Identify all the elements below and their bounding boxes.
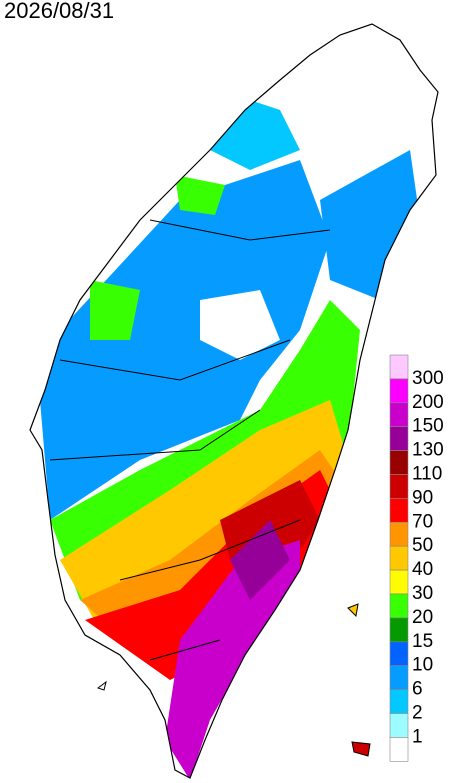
legend-label: 110 xyxy=(412,464,442,485)
legend-swatch xyxy=(389,474,409,499)
legend-label: 200 xyxy=(412,392,444,413)
legend-swatch xyxy=(389,689,409,714)
legend-swatch xyxy=(389,737,409,762)
legend-label: 2 xyxy=(412,703,423,724)
legend-label: 150 xyxy=(412,416,444,437)
legend-swatch xyxy=(389,450,409,475)
legend-label: 130 xyxy=(412,440,444,461)
legend-label: 70 xyxy=(412,511,433,532)
county-borders xyxy=(49,219,331,661)
legend-label: 30 xyxy=(412,583,433,604)
legend-swatch xyxy=(389,378,409,404)
legend-label: 40 xyxy=(412,559,433,580)
legend-label: 10 xyxy=(412,655,433,676)
legend-swatch xyxy=(389,713,409,738)
legend-swatch xyxy=(389,354,409,380)
legend-swatch xyxy=(389,545,409,571)
legend-swatch xyxy=(389,569,409,595)
legend-label: 20 xyxy=(412,607,433,628)
legend-swatch xyxy=(389,593,409,619)
xiaoliuqiu xyxy=(96,680,107,691)
legend-label: 300 xyxy=(412,368,444,389)
green-island xyxy=(347,603,359,618)
legend-swatch xyxy=(389,617,409,643)
legend-swatch xyxy=(389,521,409,547)
legend-swatch xyxy=(389,641,409,666)
legend-label: 15 xyxy=(412,631,433,652)
orchid-island xyxy=(351,741,371,757)
legend-swatch xyxy=(389,498,409,523)
legend-label: 6 xyxy=(412,679,423,700)
legend-swatch xyxy=(389,402,409,427)
legend-swatch xyxy=(389,665,409,690)
coastline xyxy=(29,23,439,779)
legend-label: 50 xyxy=(412,535,433,556)
legend-label: 1 xyxy=(412,726,423,747)
legend-swatch xyxy=(389,426,409,451)
map-date: 2026/08/31 xyxy=(4,0,114,23)
legend-label: 90 xyxy=(412,487,433,508)
